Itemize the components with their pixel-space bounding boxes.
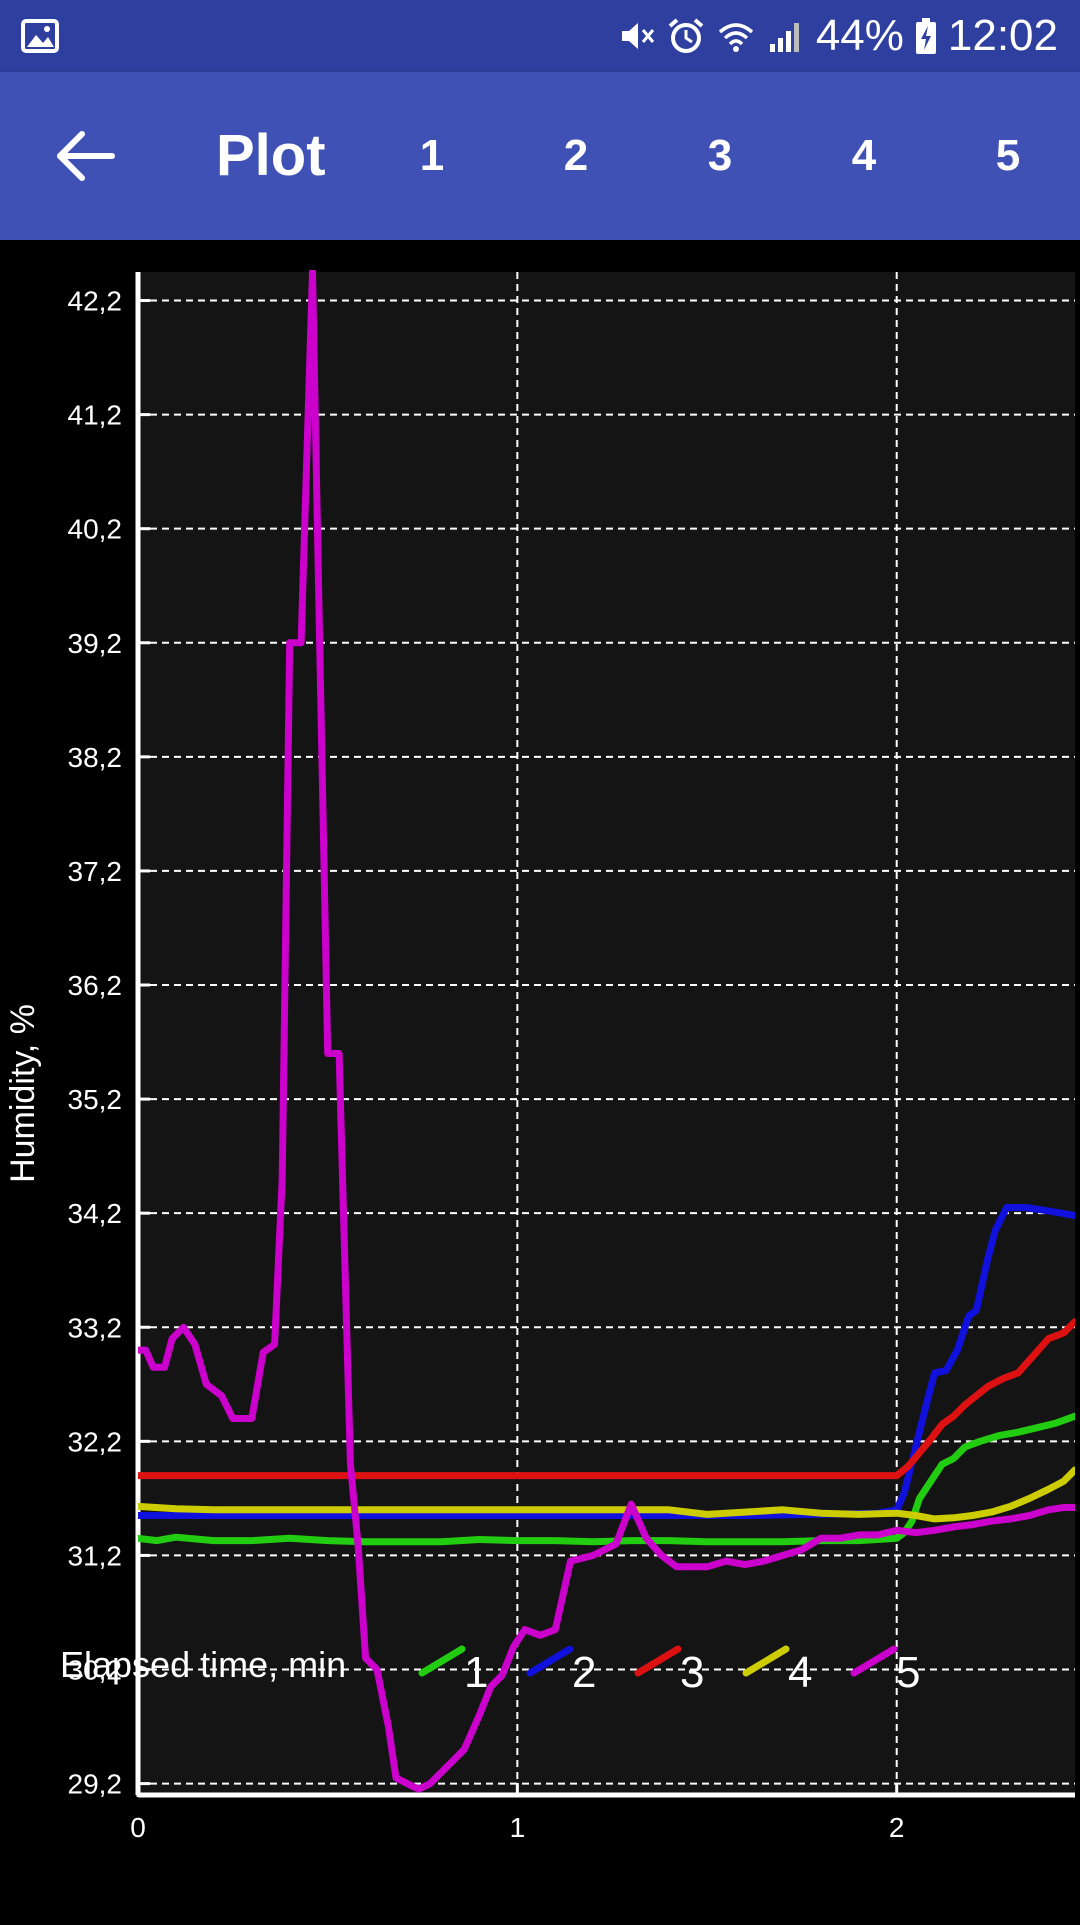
y-tick-label: 29,2 bbox=[68, 1769, 123, 1800]
x-tick-label: 1 bbox=[510, 1812, 526, 1843]
grid-layer bbox=[138, 272, 1075, 1795]
alarm-icon bbox=[668, 18, 704, 53]
y-tick-label: 33,2 bbox=[68, 1312, 123, 1343]
y-tick-label: 34,2 bbox=[68, 1198, 123, 1229]
x-axis-label: Elapsed time, min bbox=[60, 1644, 346, 1685]
tab-3[interactable]: 3 bbox=[707, 131, 733, 180]
y-tick-label: 30,2 bbox=[68, 1655, 123, 1686]
status-indicators: 44% 12:02 bbox=[616, 0, 1058, 72]
wifi-icon bbox=[718, 23, 753, 52]
y-tick-label: 37,2 bbox=[68, 856, 123, 887]
legend: 1 2 3 4 5 bbox=[418, 1645, 920, 1697]
series-line-1 bbox=[138, 1412, 1075, 1546]
series-tabs: 1 2 3 4 5 bbox=[360, 72, 1080, 240]
y-tick-label: 38,2 bbox=[68, 742, 123, 773]
x-tick-label: 0 bbox=[130, 1812, 146, 1843]
legend-swatch-1 bbox=[418, 1645, 466, 1677]
y-tick-label: 36,2 bbox=[68, 970, 123, 1001]
legend-swatch-5 bbox=[850, 1645, 898, 1677]
y-tick-label: 40,2 bbox=[68, 514, 123, 545]
series-line-5 bbox=[138, 270, 1075, 1793]
y-tick-label: 41,2 bbox=[68, 400, 123, 431]
y-tick-label: 31,2 bbox=[68, 1540, 123, 1571]
humidity-chart: 29,2 30,2 31,2 32,2 33,2 34,2 35,2 36,2 37,2 38,2… bbox=[0, 240, 1080, 1920]
x-tick-label: 2 bbox=[889, 1812, 905, 1843]
y-tick-label: 32,2 bbox=[68, 1426, 123, 1457]
tab-1[interactable]: 1 bbox=[419, 131, 445, 180]
legend-label-3: 3 bbox=[680, 1648, 704, 1697]
plot-background bbox=[138, 272, 1075, 1795]
legend-label-4: 4 bbox=[788, 1648, 812, 1697]
image-icon bbox=[21, 19, 59, 53]
page-title: Plot bbox=[216, 123, 326, 188]
series-line-2 bbox=[138, 1204, 1075, 1519]
legend-label-1: 1 bbox=[464, 1648, 488, 1697]
y-tick-label: 39,2 bbox=[68, 628, 123, 659]
legend-label-5: 5 bbox=[896, 1648, 920, 1697]
series-line-3 bbox=[138, 1318, 1075, 1480]
mute-icon bbox=[621, 23, 654, 49]
signal-icon bbox=[769, 23, 799, 52]
tab-5[interactable]: 5 bbox=[995, 131, 1021, 180]
legend-swatch-3 bbox=[634, 1645, 682, 1677]
legend-swatch-4 bbox=[742, 1645, 790, 1677]
y-tick-label: 42,2 bbox=[68, 286, 123, 317]
legend-swatch-2 bbox=[526, 1645, 574, 1677]
y-axis-label: Humidity, % bbox=[4, 1004, 42, 1183]
series-layer bbox=[138, 270, 1075, 1793]
battery-icon bbox=[915, 18, 936, 54]
series-line-4 bbox=[138, 1466, 1075, 1523]
tab-2[interactable]: 2 bbox=[563, 131, 589, 180]
y-tick-label: 35,2 bbox=[68, 1084, 123, 1115]
label-layer: 29,2 30,2 31,2 32,2 33,2 34,2 35,2 36,2 37,2 38,2… bbox=[4, 286, 904, 1843]
status-time: 12:02 bbox=[947, 11, 1058, 60]
legend-label-2: 2 bbox=[572, 1648, 596, 1697]
app-bar: Plot 1 2 3 4 5 bbox=[0, 72, 1080, 240]
battery-percent: 44% bbox=[815, 11, 904, 60]
status-bar: 44% 12:02 bbox=[0, 0, 1080, 72]
arrow-left-icon[interactable] bbox=[50, 124, 120, 188]
chart-svg: 29,2 30,2 31,2 32,2 33,2 34,2 35,2 36,2 37,2 38,2… bbox=[4, 270, 1075, 1843]
tab-4[interactable]: 4 bbox=[851, 131, 877, 180]
